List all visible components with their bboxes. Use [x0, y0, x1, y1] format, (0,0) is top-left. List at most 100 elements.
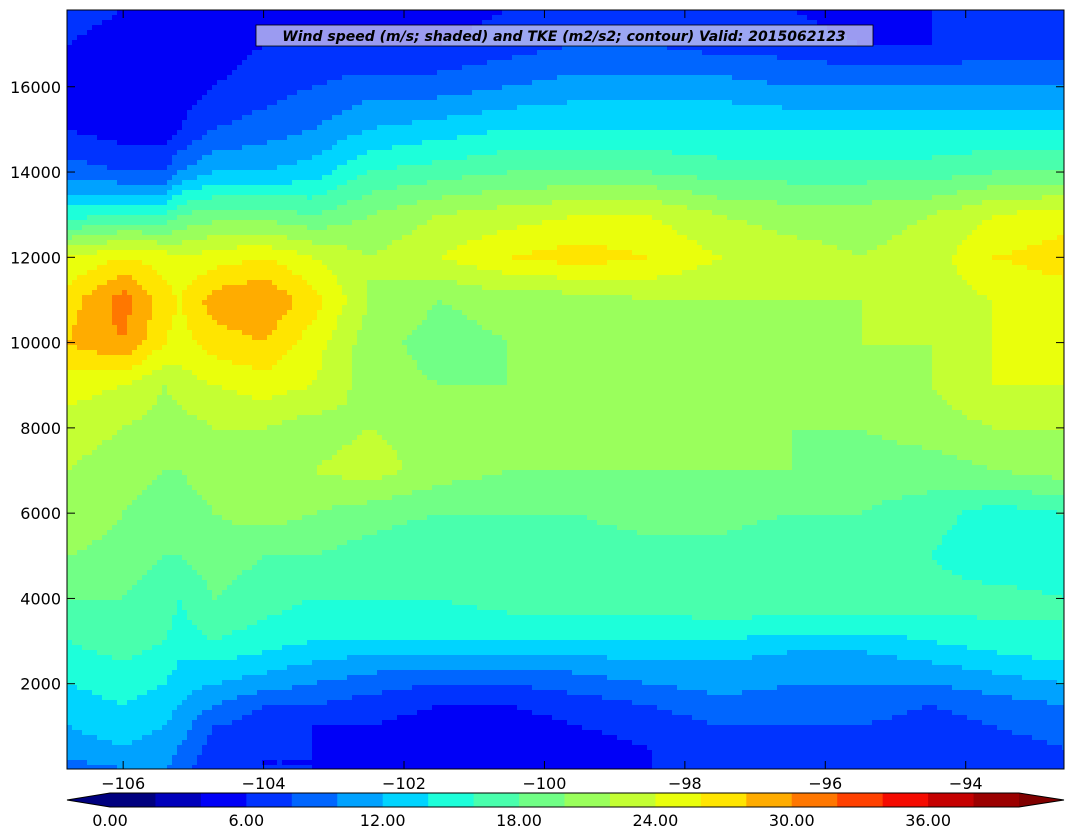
contour-cell: [847, 15, 853, 21]
contour-cell: [772, 60, 778, 66]
contour-cell: [117, 85, 123, 91]
contour-cell: [867, 110, 873, 116]
contour-cell: [817, 95, 823, 101]
contour-cell: [117, 130, 123, 136]
contour-cell: [407, 10, 413, 16]
contour-cell: [677, 70, 683, 76]
contour-cell: [882, 15, 888, 21]
contour-cell: [1052, 75, 1058, 81]
contour-cell: [507, 70, 513, 76]
contour-cell: [122, 35, 128, 41]
contour-cell: [447, 100, 453, 106]
contour-cell: [937, 85, 943, 91]
contour-cell: [202, 60, 208, 66]
contour-cell: [317, 10, 323, 16]
contour-cell: [1057, 45, 1063, 51]
contour-cell: [122, 105, 128, 111]
contour-cell: [462, 85, 468, 91]
contour-cell: [842, 10, 848, 16]
contour-cell: [767, 90, 773, 96]
contour-cell: [617, 50, 623, 56]
contour-cell: [472, 110, 478, 116]
contour-cell: [417, 95, 423, 101]
contour-cell: [962, 35, 968, 41]
contour-cell: [787, 65, 793, 71]
contour-cell: [997, 120, 1003, 126]
contour-cell: [107, 60, 113, 66]
contour-cell: [787, 130, 793, 136]
contour-cell: [292, 130, 298, 136]
contour-cell: [1012, 20, 1018, 26]
contour-cell: [467, 130, 473, 136]
contour-cell: [477, 10, 483, 16]
contour-cell: [242, 10, 248, 16]
contour-cell: [222, 70, 228, 76]
contour-cell: [1002, 50, 1008, 56]
contour-cell: [897, 65, 903, 71]
contour-cell: [712, 105, 718, 111]
contour-cell: [102, 80, 108, 86]
contour-cell: [977, 50, 983, 56]
contour-cell: [147, 110, 153, 116]
contour-cell: [132, 20, 138, 26]
contour-cell: [957, 15, 963, 21]
contour-cell: [652, 105, 658, 111]
contour-cell: [1037, 35, 1043, 41]
contour-cell: [1012, 105, 1018, 111]
contour-cell: [922, 25, 928, 31]
contour-cell: [297, 130, 303, 136]
contour-cell: [347, 105, 353, 111]
contour-cell: [1047, 75, 1053, 81]
contour-cell: [717, 115, 723, 121]
contour-cell: [237, 15, 243, 21]
contour-cell: [747, 100, 753, 106]
contour-cell: [797, 60, 803, 66]
contour-cell: [927, 15, 933, 21]
contour-cell: [1047, 95, 1053, 101]
contour-cell: [807, 15, 813, 21]
contour-cell: [842, 105, 848, 111]
contour-cell: [857, 110, 863, 116]
contour-cell: [802, 10, 808, 16]
contour-cell: [177, 75, 183, 81]
contour-cell: [252, 130, 258, 136]
contour-cell: [892, 120, 898, 126]
contour-cell: [767, 75, 773, 81]
contour-cell: [627, 70, 633, 76]
contour-cell: [1002, 30, 1008, 36]
contour-cell: [792, 10, 798, 16]
contour-cell: [337, 90, 343, 96]
contour-cell: [672, 50, 678, 56]
contour-cell: [887, 40, 893, 46]
contour-cell: [112, 110, 118, 116]
contour-cell: [397, 85, 403, 91]
contour-cell: [652, 50, 658, 56]
contour-cell: [562, 130, 568, 136]
contour-cell: [912, 50, 918, 56]
contour-cell: [352, 65, 358, 71]
contour-cell: [952, 125, 958, 131]
contour-cell: [892, 100, 898, 106]
contour-cell: [937, 50, 943, 56]
contour-cell: [532, 60, 538, 66]
contour-cell: [607, 10, 613, 16]
contour-cell: [792, 90, 798, 96]
contour-cell: [477, 95, 483, 101]
contour-cell: [77, 95, 83, 101]
contour-cell: [422, 15, 428, 21]
contour-cell: [1027, 85, 1033, 91]
contour-cell: [72, 75, 78, 81]
contour-cell: [467, 120, 473, 126]
contour-cell: [727, 105, 733, 111]
contour-cell: [397, 120, 403, 126]
contour-cell: [162, 60, 168, 66]
contour-cell: [77, 10, 83, 16]
contour-cell: [147, 55, 153, 61]
contour-cell: [227, 110, 233, 116]
contour-cell: [922, 20, 928, 26]
contour-cell: [647, 75, 653, 81]
contour-cell: [622, 65, 628, 71]
contour-cell: [507, 105, 513, 111]
contour-cell: [437, 115, 443, 121]
contour-cell: [562, 80, 568, 86]
